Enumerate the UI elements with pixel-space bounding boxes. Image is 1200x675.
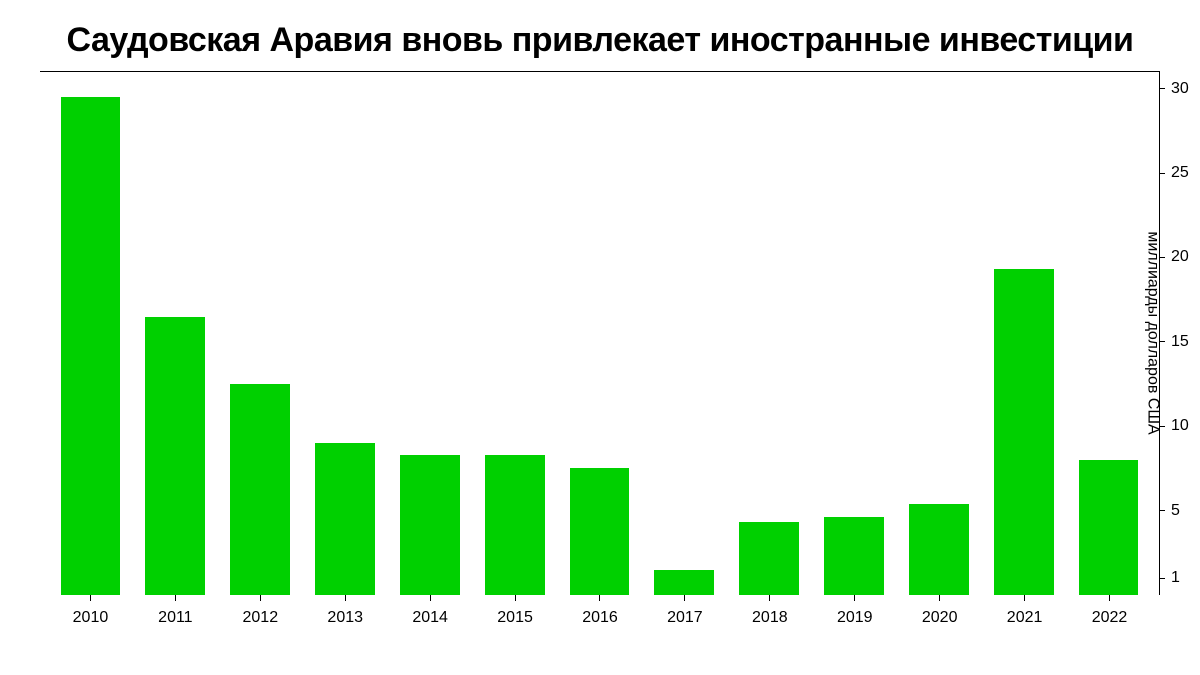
y-tick: 25 <box>1159 164 1189 182</box>
x-tick-label: 2010 <box>73 609 109 627</box>
x-tick-label: 2016 <box>582 609 618 627</box>
y-tick: 5 <box>1159 502 1180 520</box>
bar <box>824 517 884 595</box>
x-tick: 2015 <box>473 595 558 645</box>
y-tick: 15 <box>1159 333 1189 351</box>
plot-area: 151015202530 миллиарды долларов США <box>40 71 1160 595</box>
bar-slot <box>1066 72 1151 595</box>
bar <box>570 468 630 595</box>
x-tick: 2017 <box>642 595 727 645</box>
x-tick-mark <box>854 595 855 601</box>
x-tick-mark <box>345 595 346 601</box>
y-tick: 20 <box>1159 248 1189 266</box>
y-tick-label: 10 <box>1165 417 1189 435</box>
x-tick-mark <box>430 595 431 601</box>
x-tick-mark <box>1109 595 1110 601</box>
chart-title: Саудовская Аравия вновь привлекает иност… <box>40 20 1160 61</box>
chart-wrapper: 151015202530 миллиарды долларов США <box>40 71 1160 595</box>
bar-slot <box>981 72 1066 595</box>
x-tick: 2018 <box>727 595 812 645</box>
bar-slot <box>812 72 897 595</box>
x-tick-label: 2011 <box>158 609 192 627</box>
y-axis: 151015202530 <box>1159 72 1200 595</box>
bar-slot <box>218 72 303 595</box>
y-tick-label: 20 <box>1165 248 1189 266</box>
bar-slot <box>303 72 388 595</box>
x-tick-label: 2018 <box>752 609 788 627</box>
x-tick-label: 2020 <box>922 609 958 627</box>
y-tick-label: 5 <box>1165 502 1180 520</box>
bar-slot <box>387 72 472 595</box>
y-axis-label: миллиарды долларов США <box>1143 232 1161 435</box>
bar <box>909 504 969 595</box>
bar <box>315 443 375 595</box>
x-tick-label: 2012 <box>243 609 279 627</box>
x-tick-mark <box>260 595 261 601</box>
chart-container: Саудовская Аравия вновь привлекает иност… <box>0 0 1200 675</box>
x-tick: 2010 <box>48 595 133 645</box>
bar <box>230 384 290 595</box>
x-tick-mark <box>684 595 685 601</box>
x-tick: 2011 <box>133 595 218 645</box>
x-tick-mark <box>515 595 516 601</box>
x-axis-row: 2010 2011 2012 2013 2014 2015 2016 2017 2018 2019… <box>40 595 1160 645</box>
y-tick-label: 15 <box>1165 333 1189 351</box>
x-tick-label: 2015 <box>497 609 533 627</box>
x-tick-label: 2013 <box>327 609 363 627</box>
x-tick-mark <box>939 595 940 601</box>
x-tick: 2020 <box>897 595 982 645</box>
x-tick-mark <box>90 595 91 601</box>
x-tick-label: 2021 <box>1007 609 1043 627</box>
x-tick-mark <box>1024 595 1025 601</box>
bar-slot <box>642 72 727 595</box>
bar <box>400 455 460 595</box>
bar-slot <box>727 72 812 595</box>
bar <box>485 455 545 595</box>
x-tick: 2013 <box>303 595 388 645</box>
bar <box>1079 460 1139 595</box>
bar-slot <box>472 72 557 595</box>
x-tick: 2019 <box>812 595 897 645</box>
bar <box>739 522 799 595</box>
y-tick: 30 <box>1159 80 1189 98</box>
y-tick: 1 <box>1159 569 1180 587</box>
x-tick-label: 2019 <box>837 609 873 627</box>
x-tick-mark <box>175 595 176 601</box>
x-tick: 2022 <box>1067 595 1152 645</box>
bar-slot <box>133 72 218 595</box>
x-tick-label: 2017 <box>667 609 703 627</box>
bars-region <box>40 72 1159 595</box>
x-tick: 2014 <box>388 595 473 645</box>
y-tick-label: 30 <box>1165 80 1189 98</box>
bar <box>145 317 205 595</box>
bar <box>654 570 714 595</box>
x-tick: 2016 <box>558 595 643 645</box>
x-axis: 2010 2011 2012 2013 2014 2015 2016 2017 2018 2019… <box>40 595 1160 645</box>
bar-slot <box>896 72 981 595</box>
bar-slot <box>48 72 133 595</box>
x-tick-mark <box>599 595 600 601</box>
bar-slot <box>557 72 642 595</box>
bar <box>61 97 121 595</box>
x-tick-label: 2014 <box>412 609 448 627</box>
y-tick-label: 1 <box>1165 569 1180 587</box>
x-tick-mark <box>769 595 770 601</box>
y-tick-label: 25 <box>1165 164 1189 182</box>
x-tick-label: 2022 <box>1092 609 1128 627</box>
x-tick: 2021 <box>982 595 1067 645</box>
y-tick: 10 <box>1159 417 1189 435</box>
x-tick: 2012 <box>218 595 303 645</box>
bar <box>994 269 1054 595</box>
